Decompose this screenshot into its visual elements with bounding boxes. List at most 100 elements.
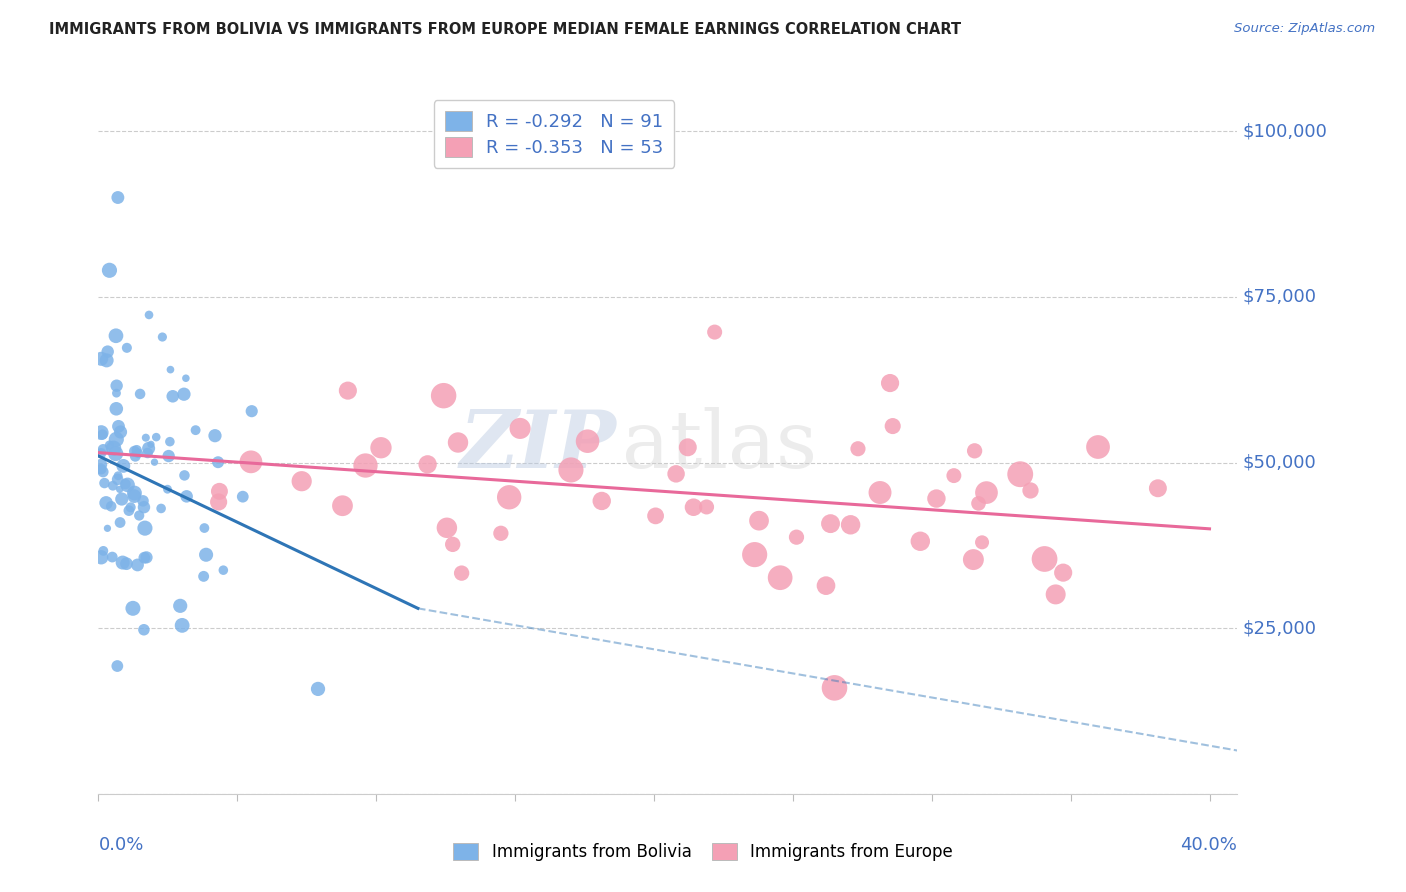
Point — [1033, 552, 1056, 566]
Point — [204, 428, 226, 442]
Point — [172, 618, 194, 632]
Point — [139, 437, 162, 451]
Point — [814, 579, 837, 593]
Point — [942, 468, 965, 483]
Point — [111, 491, 134, 506]
Point — [90, 425, 112, 440]
Point — [118, 503, 141, 517]
Point — [336, 384, 359, 398]
Point — [138, 442, 160, 456]
Point — [332, 499, 354, 513]
Point — [1052, 566, 1074, 580]
Legend: R = -0.292   N = 91, R = -0.353   N = 53: R = -0.292 N = 91, R = -0.353 N = 53 — [433, 100, 675, 168]
Point — [91, 442, 114, 457]
Point — [682, 500, 704, 515]
Point — [98, 438, 121, 452]
Point — [208, 484, 231, 499]
Point — [1019, 483, 1042, 498]
Point — [703, 325, 725, 339]
Point — [124, 486, 146, 500]
Point — [1087, 440, 1109, 454]
Point — [107, 419, 129, 434]
Point — [576, 434, 599, 449]
Point — [124, 444, 146, 458]
Point — [107, 468, 129, 483]
Point — [91, 427, 114, 442]
Point — [125, 443, 148, 458]
Point — [94, 496, 117, 510]
Point — [240, 404, 263, 418]
Point — [96, 353, 118, 368]
Point — [127, 446, 149, 460]
Point — [769, 571, 792, 585]
Point — [101, 479, 124, 493]
Point — [111, 556, 134, 570]
Point — [145, 430, 167, 444]
Point — [433, 389, 456, 403]
Point — [108, 516, 131, 530]
Point — [105, 378, 128, 392]
Text: atlas: atlas — [623, 407, 817, 485]
Point — [134, 550, 156, 565]
Point — [90, 462, 112, 476]
Point — [560, 463, 582, 477]
Point — [104, 328, 127, 343]
Text: Source: ZipAtlas.com: Source: ZipAtlas.com — [1234, 22, 1375, 36]
Point — [676, 440, 699, 454]
Point — [91, 465, 114, 479]
Point — [696, 500, 718, 514]
Point — [127, 558, 149, 572]
Point — [107, 190, 129, 204]
Point — [354, 458, 377, 473]
Point — [173, 468, 195, 483]
Point — [90, 462, 112, 476]
Point — [105, 401, 128, 416]
Point — [134, 521, 156, 535]
Point — [157, 449, 180, 463]
Point — [143, 455, 166, 469]
Point — [820, 516, 842, 531]
Text: IMMIGRANTS FROM BOLIVIA VS IMMIGRANTS FROM EUROPE MEDIAN FEMALE EARNINGS CORRELA: IMMIGRANTS FROM BOLIVIA VS IMMIGRANTS FR… — [49, 22, 962, 37]
Point — [98, 263, 121, 277]
Point — [156, 482, 179, 496]
Point — [132, 623, 155, 637]
Point — [447, 435, 470, 450]
Point — [748, 514, 770, 528]
Point — [120, 500, 142, 515]
Point — [100, 500, 122, 514]
Point — [450, 566, 472, 581]
Point — [869, 485, 891, 500]
Point — [112, 458, 135, 473]
Text: ZIP: ZIP — [460, 408, 617, 484]
Point — [122, 601, 145, 615]
Point — [132, 493, 155, 508]
Point — [138, 308, 160, 322]
Point — [101, 550, 124, 565]
Point — [93, 476, 115, 491]
Point — [665, 467, 688, 481]
Point — [962, 552, 984, 566]
Point — [489, 526, 512, 541]
Point — [104, 446, 127, 460]
Point — [193, 521, 215, 535]
Point — [879, 376, 901, 390]
Text: $25,000: $25,000 — [1243, 619, 1317, 637]
Point — [124, 489, 146, 503]
Point — [110, 425, 132, 439]
Point — [184, 423, 207, 437]
Legend: Immigrants from Bolivia, Immigrants from Europe: Immigrants from Bolivia, Immigrants from… — [447, 836, 959, 868]
Point — [159, 362, 181, 376]
Point — [107, 472, 129, 486]
Point — [115, 341, 138, 355]
Point — [1045, 587, 1067, 601]
Point — [193, 569, 215, 583]
Point — [159, 434, 181, 449]
Point — [195, 548, 218, 562]
Point — [124, 450, 146, 464]
Point — [839, 517, 862, 532]
Text: 40.0%: 40.0% — [1181, 836, 1237, 854]
Point — [1147, 481, 1170, 495]
Text: 0.0%: 0.0% — [98, 836, 143, 854]
Point — [824, 681, 846, 695]
Point — [174, 371, 197, 385]
